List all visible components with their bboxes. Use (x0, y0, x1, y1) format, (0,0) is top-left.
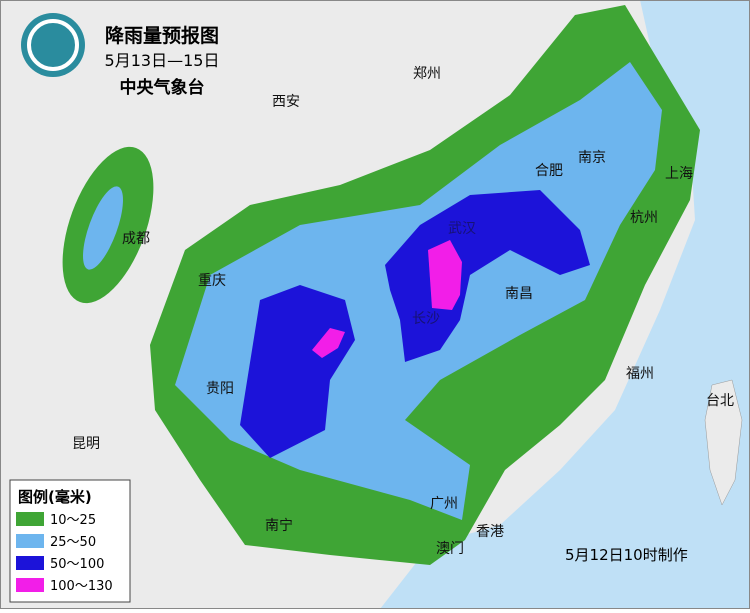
city-label: 南京 (578, 150, 606, 166)
city-label: 重庆 (198, 273, 226, 289)
city-label: 南宁 (265, 517, 293, 534)
city-label: 合肥 (535, 163, 563, 179)
legend-swatch (16, 578, 44, 592)
sea (380, 0, 750, 609)
legend-label: 50～100 (50, 557, 104, 572)
rain-zone (83, 186, 123, 270)
legend-label: 10～25 (50, 513, 96, 528)
legend-title: 图例(毫米) (18, 488, 92, 506)
rain-zone (312, 328, 345, 358)
city-label: 郑州 (413, 66, 441, 82)
legend-items: 10～25 25～50 50～100 100～130 (16, 512, 113, 594)
city-label: 昆明 (72, 436, 100, 452)
city-label: 澳门 (436, 541, 464, 557)
legend-label: 25～50 (50, 535, 96, 550)
dates: 5月13日—15日 (105, 51, 220, 70)
logo-ring (27, 19, 79, 71)
city-label: 成都 (122, 231, 150, 247)
city-label: 上海 (665, 166, 693, 182)
city-label: 贵阳 (206, 381, 234, 397)
city-label: 台北 (706, 393, 734, 409)
city-label: 西安 (272, 94, 300, 110)
legend-swatch (16, 512, 44, 526)
rain-zone (428, 240, 462, 310)
city-label: 武汉 (448, 221, 476, 237)
taiwan (704, 379, 743, 506)
legend-swatch (16, 534, 44, 548)
legend-swatch (16, 556, 44, 570)
city-label: 香港 (476, 524, 504, 540)
rain-zone (240, 285, 355, 458)
agency: 中央气象台 (120, 77, 205, 98)
footer: 5月12日10时制作 (565, 546, 688, 564)
city-label: 福州 (626, 366, 654, 382)
city-labels: 郑州 西安 合肥 南京 上海 杭州 成都 重庆 武汉 长沙 南昌 贵阳 昆明 福… (72, 66, 734, 557)
title: 降雨量预报图 (105, 24, 219, 47)
city-label: 南昌 (505, 286, 533, 302)
city-label: 长沙 (412, 311, 440, 327)
city-label: 杭州 (630, 210, 658, 226)
rain-zone (385, 190, 590, 362)
legend: 图例(毫米) 10～25 25～50 50～100 100～130 (9, 479, 131, 603)
city-label: 广州 (430, 496, 458, 512)
legend-label: 100～130 (50, 579, 113, 594)
